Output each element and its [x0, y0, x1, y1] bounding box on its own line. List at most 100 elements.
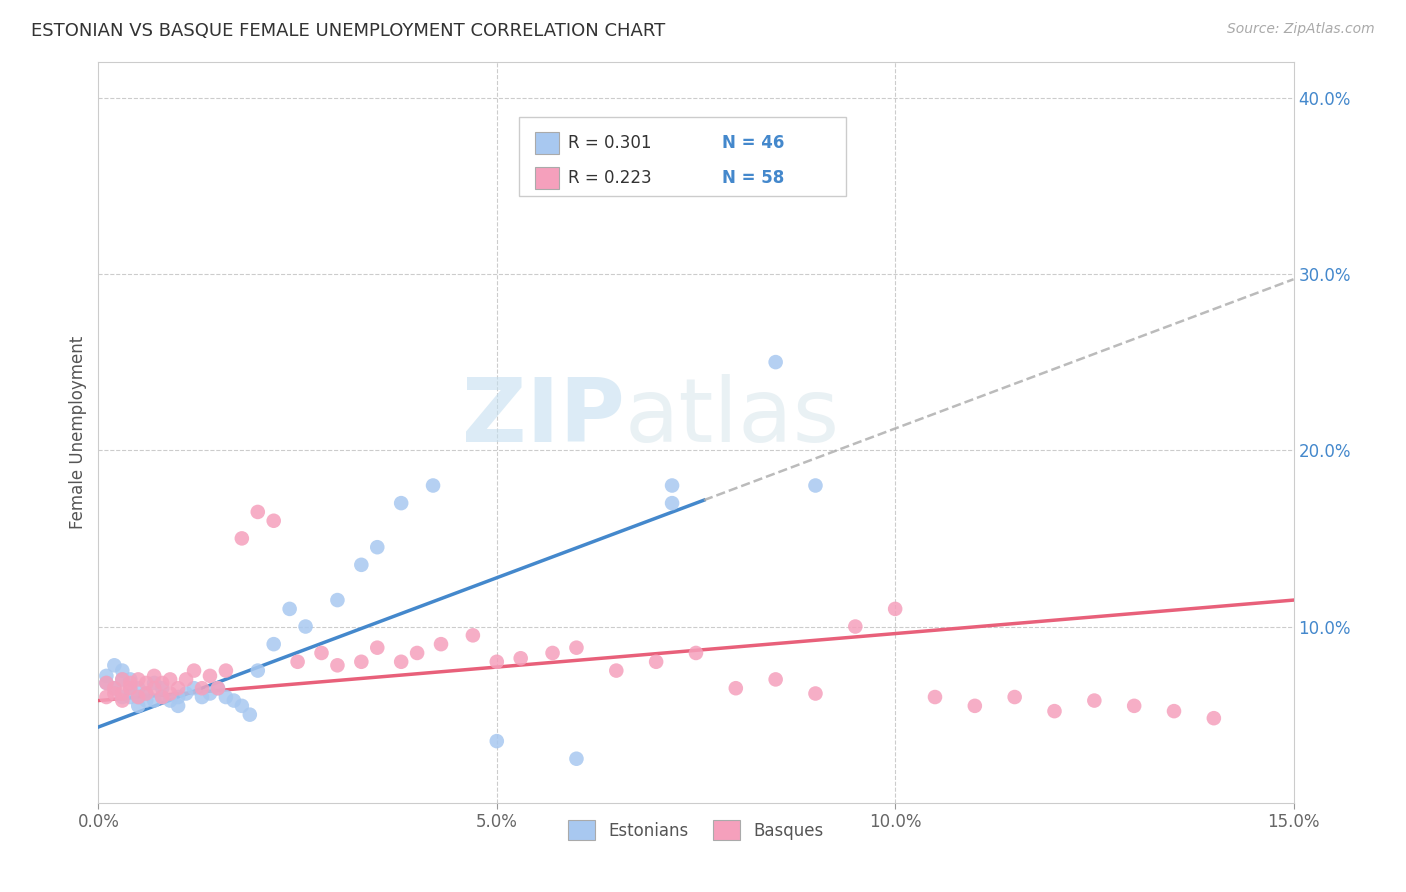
Y-axis label: Female Unemployment: Female Unemployment	[69, 336, 87, 529]
Point	[485, 655, 508, 669]
Point	[765, 355, 787, 369]
Point	[685, 646, 707, 660]
Point	[150, 690, 173, 704]
Point	[183, 664, 205, 678]
Point	[884, 602, 907, 616]
Point	[263, 637, 285, 651]
Point	[96, 690, 118, 704]
Point	[111, 686, 134, 700]
Point	[120, 681, 142, 696]
Point	[215, 664, 238, 678]
Point	[565, 640, 588, 655]
Point	[844, 619, 866, 633]
Point	[326, 593, 349, 607]
Point	[366, 640, 388, 655]
Point	[661, 478, 683, 492]
Text: R = 0.223: R = 0.223	[568, 169, 651, 186]
Text: Source: ZipAtlas.com: Source: ZipAtlas.com	[1227, 22, 1375, 37]
Point	[1163, 704, 1185, 718]
Point	[111, 673, 134, 687]
Point	[159, 686, 181, 700]
Point	[111, 664, 134, 678]
Text: N = 46: N = 46	[721, 134, 785, 152]
Point	[765, 673, 787, 687]
Point	[350, 558, 373, 572]
Point	[150, 681, 173, 696]
Point	[96, 669, 118, 683]
Point	[111, 690, 134, 704]
Point	[1004, 690, 1026, 704]
Point	[135, 686, 157, 700]
Point	[804, 478, 827, 492]
Point	[565, 752, 588, 766]
Point	[143, 676, 166, 690]
Text: N = 58: N = 58	[721, 169, 785, 186]
Point	[167, 690, 190, 704]
Point	[287, 655, 309, 669]
Point	[174, 673, 197, 687]
Point	[135, 686, 157, 700]
Point	[191, 690, 214, 704]
Point	[461, 628, 484, 642]
Point	[924, 690, 946, 704]
Point	[127, 673, 149, 687]
Point	[645, 655, 668, 669]
Point	[541, 646, 564, 660]
Point	[1123, 698, 1146, 713]
Point	[239, 707, 262, 722]
Point	[231, 698, 253, 713]
Point	[103, 681, 125, 696]
Point	[198, 686, 221, 700]
Point	[278, 602, 301, 616]
Point	[120, 676, 142, 690]
Point	[174, 686, 197, 700]
Point	[96, 676, 118, 690]
Point	[143, 681, 166, 696]
Point	[350, 655, 373, 669]
Point	[311, 646, 333, 660]
Point	[150, 690, 173, 704]
Point	[231, 532, 253, 546]
Point	[120, 673, 142, 687]
Point	[120, 690, 142, 704]
Point	[167, 698, 190, 713]
Point	[127, 698, 149, 713]
Point	[1083, 693, 1105, 707]
Point	[191, 681, 214, 696]
Point	[183, 681, 205, 696]
Point	[263, 514, 285, 528]
Point	[135, 676, 157, 690]
Point	[96, 676, 118, 690]
Point	[103, 686, 125, 700]
Point	[246, 505, 269, 519]
Point	[724, 681, 747, 696]
Point	[509, 651, 531, 665]
Point	[159, 673, 181, 687]
Point	[103, 681, 125, 696]
Point	[120, 681, 142, 696]
Point	[389, 496, 412, 510]
Point	[127, 681, 149, 696]
Point	[135, 693, 157, 707]
Point	[150, 676, 173, 690]
Text: ZIP: ZIP	[461, 375, 624, 461]
Point	[111, 693, 134, 707]
Point	[406, 646, 429, 660]
Point	[422, 478, 444, 492]
Point	[963, 698, 986, 713]
Point	[215, 690, 238, 704]
Point	[198, 669, 221, 683]
Text: atlas: atlas	[624, 375, 839, 461]
Point	[207, 681, 229, 696]
Point	[1043, 704, 1066, 718]
Point	[804, 686, 827, 700]
Point	[366, 540, 388, 554]
Point	[143, 669, 166, 683]
Point	[661, 496, 683, 510]
Point	[326, 658, 349, 673]
Point	[246, 664, 269, 678]
Point	[127, 690, 149, 704]
Text: ESTONIAN VS BASQUE FEMALE UNEMPLOYMENT CORRELATION CHART: ESTONIAN VS BASQUE FEMALE UNEMPLOYMENT C…	[31, 22, 665, 40]
Point	[294, 619, 316, 633]
Point	[127, 690, 149, 704]
